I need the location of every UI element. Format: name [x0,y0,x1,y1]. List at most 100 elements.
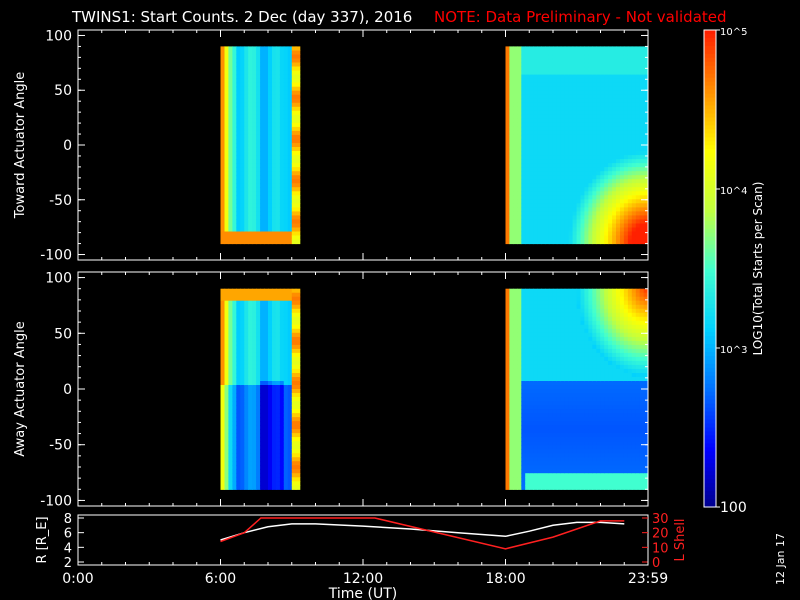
colorbar-step [704,165,716,170]
colorbar-step [704,121,716,126]
colorbar-step [704,30,716,35]
colorbar-step [704,471,716,476]
colorbar-step [704,379,716,385]
colorbar-step [704,73,716,79]
y-tick-label: -50 [49,438,72,454]
colorbar-step [704,395,716,401]
colorbar-step [704,260,716,266]
colorbar-step [704,411,716,417]
x-tick-label: 23:59 [628,571,668,587]
colorbar-step [704,93,716,99]
right-tick-label: 30 [652,512,669,527]
colorbar-label: LOG10(Total Starts per Scan) [751,182,765,356]
colorbar-step [704,447,716,452]
x-tick-label: 6:00 [205,571,236,587]
colorbar-step [704,391,716,397]
colorbar-step [704,53,716,59]
y-tick-label: -50 [49,193,72,209]
y-axis-label: Away Actuator Angle [13,321,28,456]
colorbar-step [704,137,716,142]
colorbar-step [704,455,716,460]
colorbar-step [704,181,716,186]
colorbar: 10^5 10^4 10^3 100 LOG10(Total Starts per Sc… [703,27,765,516]
colorbar-step [704,268,716,274]
colorbar-step [704,359,716,365]
colorbar-step [704,435,716,441]
colorbar-tick-label: 10^3 [720,345,747,356]
colorbar-step [704,89,716,95]
left-axis-label: R [R_E] [35,516,50,563]
colorbar-step [704,363,716,369]
colorbar-step [704,37,716,43]
colorbar-step [704,407,716,413]
colorbar-step [704,487,716,492]
date-stamp: 12 Jan 17 [774,533,787,585]
colorbar-step [704,467,716,472]
preliminary-note: NOTE: Data Preliminary - Not validated [434,8,727,26]
colorbar-step [704,57,716,63]
x-tick-label: 0:00 [62,571,93,587]
colorbar-step [704,332,716,337]
colorbar-step [704,348,716,353]
colorbar-step [704,256,716,262]
colorbar-step [704,65,716,71]
y-tick-label: 0 [63,382,72,398]
colorbar-tick-label: 10^4 [720,186,747,197]
colorbar-step [704,431,716,437]
r-earth-line [220,521,625,541]
colorbar-step [704,129,716,134]
colorbar-step [704,459,716,464]
colorbar-step [704,212,716,218]
heatmap-cells [220,46,648,245]
colorbar-step [704,240,716,246]
colorbar-step [704,375,716,381]
colorbar-step [704,189,716,194]
colorbar-step [704,192,716,198]
colorbar-step [704,252,716,258]
colorbar-step [704,169,716,174]
y-tick-label: 0 [63,138,72,154]
colorbar-step [704,300,716,305]
colorbar-step [704,204,716,210]
colorbar-step [704,272,716,278]
colorbar-step [704,232,716,238]
x-tick-label: 18:00 [485,571,525,587]
colorbar-step [704,185,716,190]
colorbar-step [704,499,716,504]
colorbar-step [704,491,716,496]
l-shell-line [220,517,625,550]
y-tick-label: 100 [45,28,72,44]
right-tick-label: 0 [652,556,660,571]
colorbar-step [704,463,716,468]
colorbar-step [704,495,716,500]
colorbar-step [704,383,716,389]
colorbar-step [704,276,716,282]
colorbar-step [704,224,716,230]
figure-title: TWINS1: Start Counts. 2 Dec (day 337), 2… [71,8,412,26]
colorbar-step [704,479,716,484]
colorbar-step [704,149,716,154]
right-tick-label: 10 [652,541,669,556]
colorbar-step [704,228,716,234]
x-tick-label: 12:00 [343,571,383,587]
colorbar-step [704,296,716,301]
colorbar-step [704,69,716,75]
colorbar-frame [703,29,717,508]
toward-panel: 100 50 0 -50 -100 Toward Actuator Angle [13,28,649,264]
right-tick-label: 20 [652,527,669,542]
colorbar-step [704,328,716,333]
colorbar-step [704,105,716,111]
colorbar-step [704,475,716,480]
colorbar-step [704,344,716,349]
y-tick-label: 50 [54,326,72,342]
colorbar-step [704,220,716,226]
colorbar-step [704,85,716,91]
colorbar-step [704,292,716,297]
colorbar-step [704,145,716,150]
colorbar-step [704,236,716,242]
colorbar-step [704,308,716,313]
colorbar-step [704,45,716,51]
colorbar-step [704,288,716,293]
colorbar-step [704,427,716,433]
